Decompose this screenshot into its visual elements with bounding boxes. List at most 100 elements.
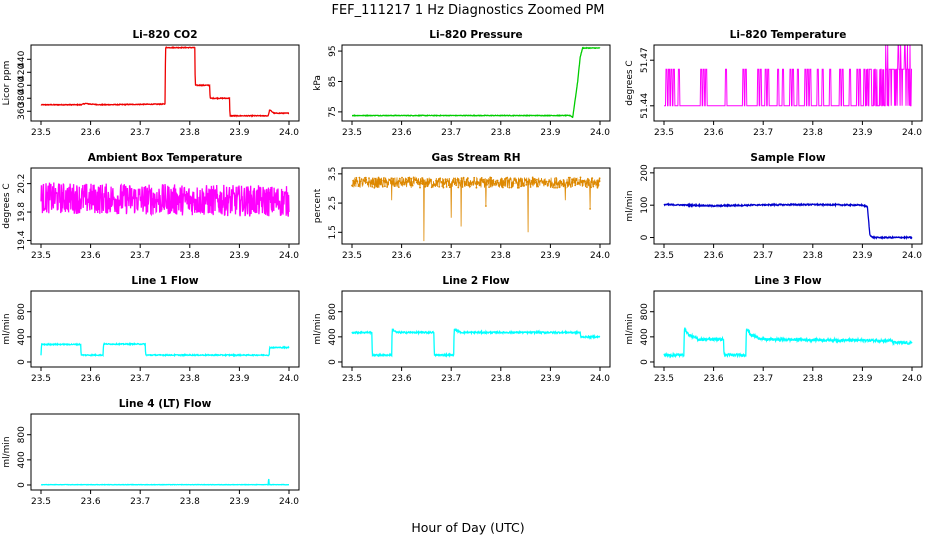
series-point [393,185,396,188]
series-point [570,186,572,188]
series-point [401,176,403,179]
series-point [502,186,504,189]
series-point [400,181,402,184]
series [663,202,913,241]
series-point [431,185,434,188]
series-point [592,185,595,188]
series-point [473,176,476,179]
y-axis-label: ml/min [313,313,323,344]
series-point [503,184,505,186]
panel-title: Line 4 (LT) Flow [119,398,212,410]
series-point [580,181,583,184]
series-point [543,179,546,181]
series-point [495,183,498,186]
x-tick-label: 23.7 [130,128,150,138]
series-point [408,176,411,179]
y-tick-label: 200 [640,164,650,181]
series [351,327,601,358]
x-tick-label: 24.0 [279,374,299,384]
x-tick-label: 23.8 [803,251,823,261]
series-point [498,184,501,186]
chart-panel-3: Li–820 Temperature 23.5 23.6 23.7 23.8 23.9 24… [625,29,923,138]
y-tick-label: 100 [640,196,650,213]
x-tick-label: 23.5 [342,374,362,384]
series-point [458,181,461,184]
series-point [546,184,549,187]
series-point [528,179,531,181]
y-tick-label: 19.8 [17,202,27,222]
series-point [548,180,551,183]
y-axis-label: degrees C [2,183,12,228]
series-point [472,183,475,186]
x-tick-label: 23.6 [81,251,101,261]
series-point [474,182,477,185]
series-point [572,178,574,181]
plot-frame [30,290,300,368]
series-point [593,182,596,185]
series [663,327,913,359]
chart-panel-7: Line 1 Flow 23.5 23.6 23.7 23.8 23.9 24.0 0 400 8… [2,275,300,384]
series-point [506,176,509,179]
series-point [366,181,368,184]
series-point [442,186,445,189]
series-point [461,186,464,188]
series-point [478,184,481,187]
series-point [484,181,486,184]
series-point [361,182,364,185]
series-point [421,177,423,179]
series-point [424,185,427,188]
y-tick-label: 400 [17,328,27,345]
series-line [351,327,601,358]
y-axis-label: ml/min [625,313,635,344]
series [40,182,290,217]
series-point [452,180,454,183]
x-tick-label: 23.6 [81,128,101,138]
series-point [462,176,465,179]
series-point [412,176,415,179]
y-tick-label: 800 [17,303,27,320]
series-point [586,186,588,189]
series-point [518,186,520,189]
plot-frame [341,167,611,245]
series-point [512,182,515,185]
series-point [386,186,388,188]
series-point [457,186,460,189]
series-point [515,181,518,184]
x-tick-label: 24.0 [590,374,610,384]
series-point [537,185,539,188]
series-line [664,45,912,107]
series-point [411,184,414,187]
series-point [356,180,359,183]
x-tick-label: 23.8 [180,374,200,384]
x-tick-label: 24.0 [902,374,922,384]
series-point [410,177,413,180]
y-tick-label: 85 [328,76,338,87]
y-tick-label: 51.47 [640,47,650,73]
series-point [569,176,571,179]
series-point [521,181,523,183]
series-point [520,185,522,188]
series-point [576,183,579,186]
y-tick-label: 800 [328,303,338,320]
series-point [493,183,496,185]
x-tick-label: 24.0 [902,251,922,261]
series-point [598,177,601,180]
series-point [575,179,578,182]
series-point [390,177,393,180]
series-point [476,183,479,186]
series-point [540,179,543,182]
y-tick-label: 400 [17,76,27,93]
series-point [373,186,376,189]
chart-panel-6: Sample Flow 23.5 23.6 23.7 23.8 23.9 24.0 0 100 2… [625,152,923,261]
x-tick-label: 23.6 [81,497,101,507]
x-tick-label: 23.8 [491,128,511,138]
chart-panel-10: Line 4 (LT) Flow 23.5 23.6 23.7 23.8 23.9 24.0… [2,398,300,507]
series-point [514,180,517,182]
x-tick-label: 23.9 [540,374,560,384]
series-point [459,184,462,187]
series-point [597,184,600,186]
series-point [542,181,545,183]
series-point [477,181,480,184]
x-tick-label: 23.9 [852,251,872,261]
y-axis-label: Licor ppm [2,61,12,106]
